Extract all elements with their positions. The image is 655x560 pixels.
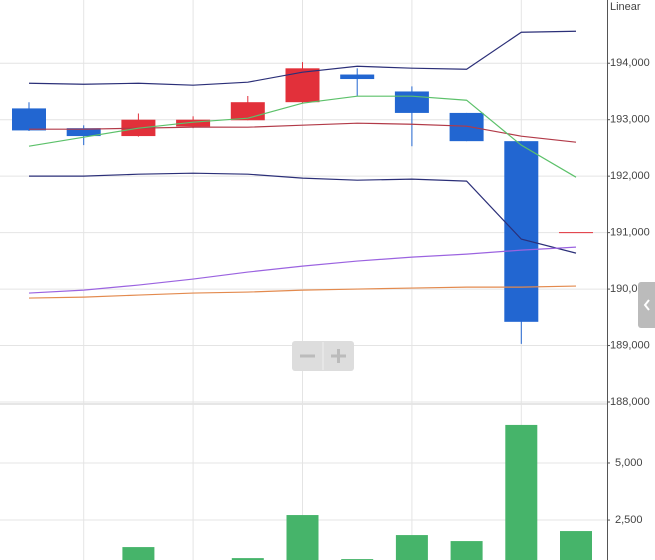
candle-body [504, 141, 539, 322]
y-tick-label: 189,000 [610, 339, 650, 351]
volume-bar [122, 547, 155, 560]
indicator-line [29, 172, 577, 254]
candle-body [394, 91, 429, 113]
y-tick-label: 191,000 [610, 227, 650, 239]
candle-body [12, 108, 46, 131]
side-tab-bg[interactable] [638, 282, 655, 328]
side-tab[interactable] [638, 282, 655, 328]
y-tick-label: 2,500 [615, 514, 643, 526]
volume-bar [231, 558, 264, 560]
y-tick-label: 192,000 [610, 170, 650, 182]
indicator-line [28, 246, 577, 294]
volume-bar [395, 535, 428, 560]
y-tick-label: 5,000 [615, 457, 643, 469]
candle-body [285, 68, 320, 103]
indicator-line [28, 95, 577, 178]
volume-bar [450, 541, 483, 560]
y-tick-label: 194,000 [610, 57, 650, 69]
zoom-control[interactable] [292, 341, 354, 371]
candle-body [176, 119, 211, 127]
candle-body [66, 128, 101, 137]
candle-body [340, 74, 375, 80]
y-tick-label: 188,000 [610, 396, 650, 408]
y-tick-label: 193,000 [610, 114, 650, 126]
indicator-line [28, 285, 577, 299]
volume-bar [560, 531, 592, 560]
indicator-line [29, 122, 577, 143]
volume-bar [505, 424, 538, 560]
indicator-line [28, 30, 577, 86]
side-tab-arrow [643, 299, 650, 311]
volume-bar [286, 515, 319, 560]
candle-body [449, 112, 484, 142]
scale-label: Linear [610, 1, 641, 13]
